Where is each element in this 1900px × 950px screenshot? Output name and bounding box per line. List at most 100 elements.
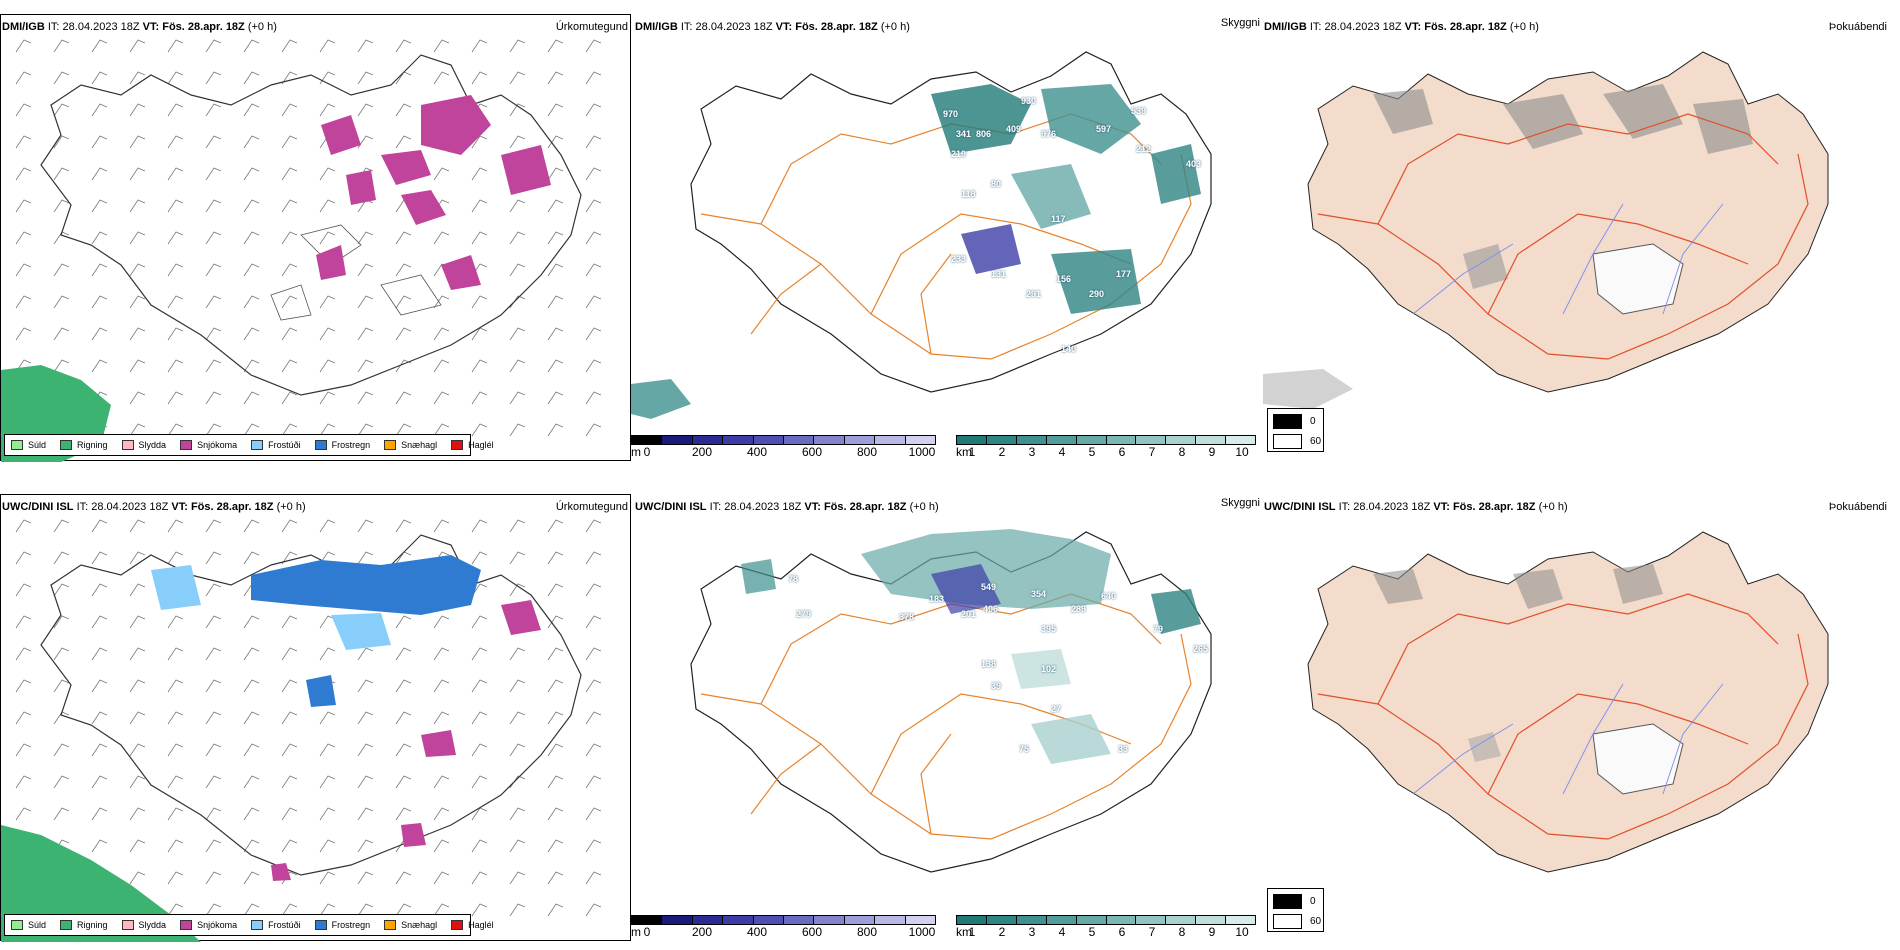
- wind-barb: [91, 743, 108, 757]
- wind-barb: [53, 807, 70, 821]
- wind-barb: [91, 647, 108, 661]
- wind-barb: [205, 679, 222, 693]
- wind-barb: [167, 391, 184, 405]
- panel-title-visibility-top: Skyggni: [1220, 17, 1260, 29]
- header-top-fog: DMI/IGB IT: 28.04.2023 18Z VT: Fös. 28.a…: [1264, 21, 1539, 34]
- wind-barb: [319, 167, 336, 181]
- wind-barb: [167, 839, 184, 853]
- visibility-value-label: 265: [1193, 644, 1209, 654]
- lead-time: (+0 h): [1538, 501, 1568, 513]
- precip-panel-top: DMI/IGB IT: 28.04.2023 18Z VT: Fös. 28.a…: [0, 14, 631, 462]
- wind-barb: [471, 711, 488, 725]
- scale-tick: 400: [746, 925, 768, 939]
- wind-barb: [15, 71, 32, 85]
- wind-barb: [281, 679, 298, 693]
- wind-barb: [15, 231, 32, 245]
- fog-legend-label: 60: [1310, 916, 1322, 927]
- precip-legend-bottom: Súld Rigning Slydda Snjókoma Frostúði Frostre…: [4, 914, 494, 936]
- wind-barb: [53, 583, 70, 597]
- it-label: IT:: [709, 501, 722, 513]
- wind-barb: [243, 743, 260, 757]
- wind-barb: [395, 775, 412, 789]
- wind-barb: [319, 551, 336, 565]
- wind-barb: [547, 327, 564, 341]
- wind-barb: [585, 871, 602, 885]
- freezing-rain-areas: [151, 555, 481, 707]
- wind-barb: [91, 551, 108, 565]
- fog-legend-row: 60: [1273, 434, 1321, 449]
- wind-barb: [357, 391, 374, 405]
- scale-cell: [1136, 436, 1167, 444]
- wind-barb: [433, 359, 450, 373]
- wind-barb: [167, 615, 184, 629]
- wind-barb: [585, 583, 602, 597]
- wind-barb: [91, 167, 108, 181]
- scale-cell: [1226, 916, 1256, 924]
- legend-label: Frostúði: [268, 440, 301, 450]
- visibility-value-label: 39: [991, 681, 1002, 691]
- panel-title-visibility-bottom: Skyggni: [1220, 497, 1260, 509]
- wind-barb: [205, 263, 222, 277]
- it-label: IT:: [47, 21, 60, 33]
- legend-item: Slydda: [121, 440, 167, 450]
- scale-cell: [1166, 436, 1197, 444]
- low-vis-areas: [741, 529, 1201, 764]
- wind-barb: [129, 167, 146, 181]
- low-vis-areas: [631, 84, 1201, 419]
- wind-barb: [471, 519, 488, 533]
- legend-label: Rigning: [77, 920, 108, 930]
- wind-barb: [91, 711, 108, 725]
- scale-unit: km: [956, 925, 972, 939]
- wind-barb: [53, 743, 70, 757]
- wind-barb: [395, 903, 412, 917]
- wind-barb: [167, 327, 184, 341]
- fog-white-area: [1592, 723, 1684, 795]
- wind-barb: [433, 71, 450, 85]
- legend-item: Rigning: [60, 920, 108, 930]
- legend-swatch: [384, 920, 397, 930]
- wind-barb: [129, 519, 146, 533]
- wind-barb: [509, 871, 526, 885]
- wind-barb: [547, 903, 564, 917]
- wind-barb: [357, 71, 374, 85]
- legend-item: Haglél: [451, 440, 494, 450]
- km-scale-ticks: km 1 2 3 4 5 6 7 8 9 10: [956, 925, 1256, 939]
- wind-barb: [319, 807, 336, 821]
- wind-barb: [319, 711, 336, 725]
- scale-tick: 2: [998, 925, 1006, 939]
- visibility-value-label: 279: [796, 609, 812, 619]
- wind-barb: [243, 71, 260, 85]
- lead-time: (+0 h): [909, 501, 939, 513]
- wind-barb: [205, 839, 222, 853]
- wind-barb: [205, 39, 222, 53]
- km-scale-cells: [956, 915, 1256, 925]
- wind-barb: [243, 167, 260, 181]
- scale-cell: [986, 436, 1017, 444]
- visibility-value-label: 597: [1096, 124, 1112, 134]
- wind-barb: [243, 711, 260, 725]
- roads-red: [1317, 593, 1809, 840]
- visibility-value-label: 156: [1056, 274, 1072, 284]
- scale-cell: [814, 916, 845, 924]
- wind-barb: [509, 647, 526, 661]
- wind-barb: [243, 135, 260, 149]
- vt-value: Fös. 28.apr. 18Z: [823, 501, 907, 513]
- vt-label: VT:: [804, 501, 821, 513]
- wind-barb: [433, 231, 450, 245]
- wind-barb: [319, 775, 336, 789]
- wind-barb: [433, 711, 450, 725]
- wind-barb: [471, 775, 488, 789]
- wind-barb: [395, 519, 412, 533]
- wind-barb: [471, 743, 488, 757]
- wind-barb: [205, 135, 222, 149]
- scale-tick: 7: [1148, 445, 1156, 459]
- visibility-value-label: 403: [1186, 159, 1202, 169]
- legend-swatch: [121, 440, 134, 450]
- wind-barb: [319, 743, 336, 757]
- wind-barb: [205, 583, 222, 597]
- wind-barb: [509, 103, 526, 117]
- rivers: [1412, 683, 1724, 795]
- wind-barb: [129, 135, 146, 149]
- legend-label: Slydda: [138, 440, 167, 450]
- wind-barb: [509, 423, 526, 437]
